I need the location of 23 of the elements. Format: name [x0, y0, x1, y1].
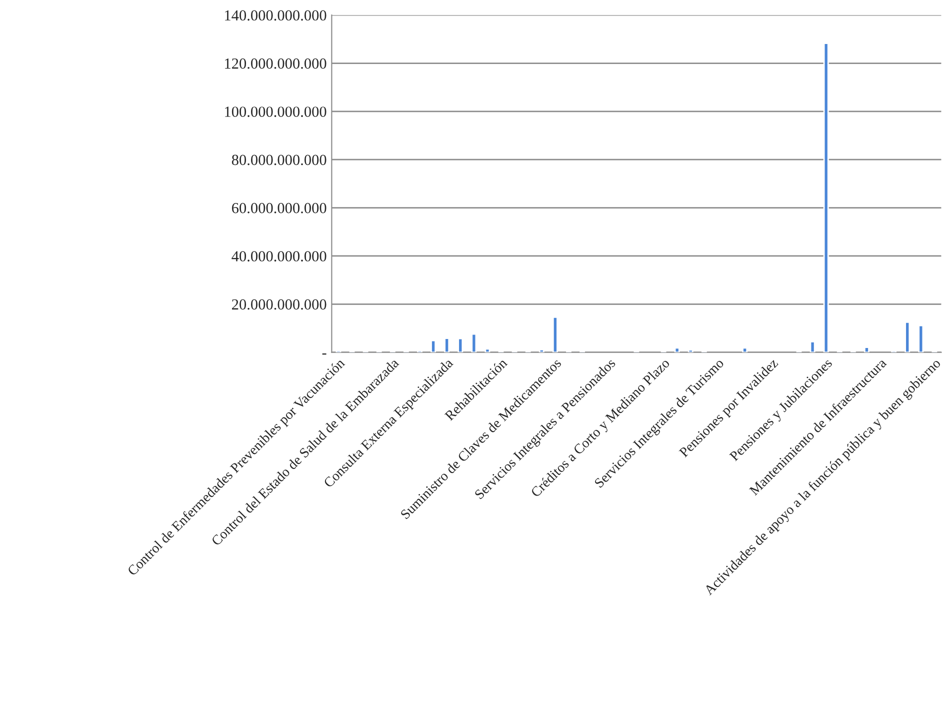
bar: [484, 348, 490, 352]
y-tick-label: -: [322, 353, 326, 355]
bar: [918, 324, 924, 352]
y-tick-label: 80.000.000.000: [232, 154, 326, 166]
bar: [552, 316, 558, 352]
bar: [823, 42, 829, 352]
y-tick-label: 20.000.000.000: [232, 299, 326, 310]
bar: [430, 340, 436, 352]
y-tick-label: 120.000.000.000: [225, 58, 326, 69]
bar: [688, 349, 694, 352]
bar: [458, 338, 464, 352]
bar: [904, 322, 910, 352]
bar: [444, 338, 450, 352]
bar: [538, 348, 544, 352]
bar: [864, 346, 870, 352]
y-tick-label: 100.000.000.000: [225, 106, 326, 117]
bar: [742, 347, 748, 352]
bar: [471, 333, 477, 352]
y-tick-label: 60.000.000.000: [232, 202, 326, 214]
bar: [810, 341, 816, 352]
y-tick-label: 40.000.000.000: [232, 251, 326, 262]
y-tick-label: 140.000.000.000: [225, 10, 326, 21]
bar: [674, 347, 680, 352]
